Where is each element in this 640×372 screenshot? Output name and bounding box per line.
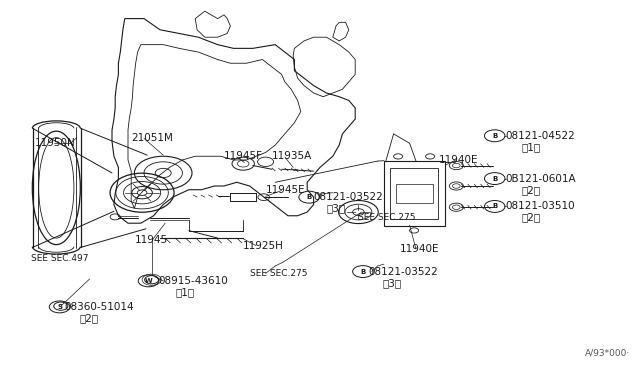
Text: SEE SEC.275: SEE SEC.275	[358, 213, 416, 222]
Text: B: B	[492, 133, 497, 139]
Text: B: B	[307, 194, 312, 200]
Text: 11950N: 11950N	[35, 138, 76, 148]
Text: （3）: （3）	[326, 203, 346, 213]
Text: B: B	[492, 203, 497, 209]
Text: SEE SEC.497: SEE SEC.497	[31, 254, 88, 263]
Text: （2）: （2）	[522, 213, 541, 222]
Text: 11945: 11945	[134, 235, 168, 245]
Text: 08121-04522: 08121-04522	[506, 131, 575, 141]
Text: （2）: （2）	[522, 185, 541, 195]
Text: 0B121-0601A: 0B121-0601A	[506, 174, 576, 183]
Text: 08121-03510: 08121-03510	[506, 202, 575, 211]
Text: B: B	[492, 176, 497, 182]
Text: （3）: （3）	[383, 278, 402, 288]
Text: 08121-03522: 08121-03522	[314, 192, 383, 202]
Text: 11940E: 11940E	[438, 155, 478, 165]
Text: 11945F: 11945F	[224, 151, 263, 161]
Text: SEE SEC.275: SEE SEC.275	[250, 269, 307, 278]
Text: 08915-43610: 08915-43610	[159, 276, 228, 286]
Text: B: B	[360, 269, 365, 275]
Text: A/93*000·: A/93*000·	[585, 349, 630, 358]
Text: W: W	[145, 278, 152, 284]
Text: 08121-03522: 08121-03522	[368, 267, 438, 276]
Text: （1）: （1）	[522, 142, 541, 152]
Text: 08360-51014: 08360-51014	[64, 302, 134, 312]
Text: 11940E: 11940E	[400, 244, 440, 254]
Text: 11935A: 11935A	[272, 151, 312, 161]
Text: 11945E: 11945E	[266, 185, 305, 195]
Text: 21051M: 21051M	[131, 133, 173, 142]
Text: 11925H: 11925H	[243, 241, 284, 250]
Text: （1）: （1）	[176, 287, 195, 297]
Text: （2）: （2）	[80, 313, 99, 323]
Text: S: S	[57, 304, 62, 310]
